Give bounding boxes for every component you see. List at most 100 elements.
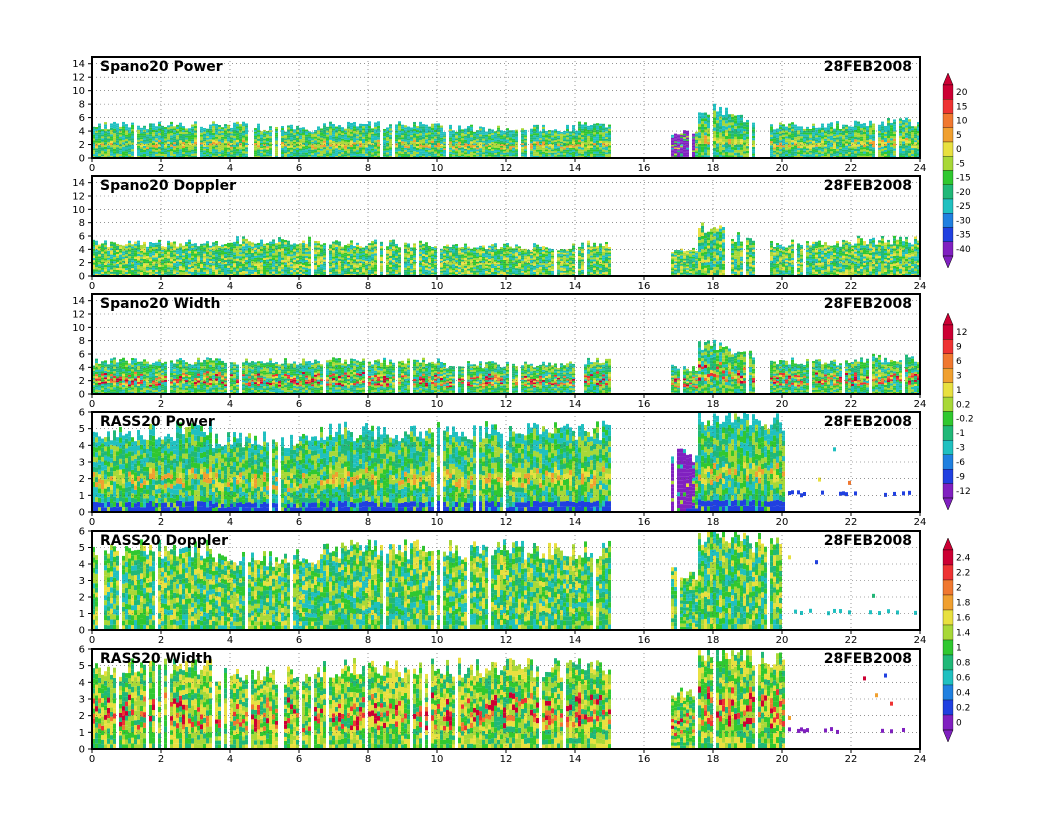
heatmap-cell [401, 130, 404, 134]
heatmap-cell [296, 125, 299, 128]
heatmap-cell [695, 139, 698, 142]
heatmap-cell [113, 148, 116, 152]
heatmap-cell [587, 145, 590, 148]
heatmap-cell [182, 142, 185, 145]
heatmap-cell [224, 244, 227, 247]
heatmap-cell [386, 150, 389, 153]
heatmap-cell [251, 248, 254, 251]
y-tick-label: 10 [72, 86, 85, 97]
heatmap-cell [311, 146, 314, 149]
heatmap-cell [479, 132, 482, 135]
heatmap-cell [230, 246, 233, 250]
heatmap-cell [200, 267, 203, 270]
heatmap-cell [233, 252, 236, 255]
heatmap-cell [545, 152, 548, 155]
heatmap-cell [149, 138, 152, 141]
heatmap-cell [752, 122, 755, 125]
heatmap-cell [398, 139, 401, 142]
heatmap-cell [470, 137, 473, 140]
heatmap-cell [137, 151, 140, 154]
heatmap-cell [488, 128, 491, 131]
heatmap-cell [455, 154, 458, 157]
heatmap-cell [191, 153, 194, 156]
heatmap-cell [587, 141, 590, 144]
heatmap-cell [233, 271, 236, 274]
heatmap-cell [122, 253, 125, 256]
heatmap-cell [362, 123, 365, 127]
heatmap-cell [194, 123, 197, 126]
heatmap-cell [242, 142, 245, 145]
heatmap-cell [230, 257, 233, 260]
heatmap-cell [233, 263, 236, 266]
heatmap-cell [917, 131, 920, 134]
heatmap-cell [224, 268, 227, 271]
heatmap-cell [116, 261, 119, 264]
heatmap-cell [131, 250, 134, 253]
heatmap-cell [158, 139, 161, 143]
heatmap-cell [431, 149, 434, 152]
heatmap-cell [221, 246, 224, 249]
heatmap-cell [365, 124, 368, 127]
heatmap-cell [716, 117, 719, 121]
heatmap-cell [566, 133, 569, 136]
heatmap-cell [377, 123, 380, 126]
heatmap-cell [149, 248, 152, 251]
heatmap-cell [872, 142, 875, 146]
heatmap-cell [353, 149, 356, 152]
heatmap-cell [533, 151, 536, 154]
heatmap-cell [455, 135, 458, 137]
heatmap-cell [197, 272, 200, 275]
heatmap-cell [605, 140, 608, 143]
heatmap-cell [314, 137, 317, 139]
heatmap-cell [869, 132, 872, 135]
heatmap-cell [122, 151, 125, 154]
heatmap-cell [485, 131, 488, 134]
heatmap-cell [746, 131, 749, 135]
heatmap-cell [914, 144, 917, 147]
heatmap-cell [506, 128, 509, 131]
heatmap-cell [737, 131, 740, 134]
heatmap-cell [884, 133, 887, 136]
heatmap-cell [416, 154, 419, 157]
heatmap-cell [335, 130, 338, 133]
heatmap-cell [227, 255, 230, 258]
heatmap-cell [551, 133, 554, 136]
heatmap-cell [185, 263, 188, 266]
heatmap-cell [125, 266, 128, 269]
heatmap-cell [686, 151, 689, 153]
heatmap-cell [557, 151, 560, 153]
heatmap-cell [326, 126, 329, 129]
heatmap-cell [713, 103, 716, 108]
heatmap-cell [884, 139, 887, 142]
heatmap-cell [113, 263, 116, 266]
heatmap-cell [413, 144, 416, 147]
heatmap-cell [236, 248, 239, 252]
heatmap-cell [266, 267, 269, 270]
heatmap-cell [290, 137, 293, 140]
heatmap-cell [785, 134, 788, 137]
heatmap-cell [290, 143, 293, 146]
heatmap-cell [368, 123, 371, 126]
heatmap-cell [713, 130, 716, 135]
heatmap-cell [686, 134, 689, 136]
heatmap-cell [230, 129, 233, 132]
heatmap-cell [92, 132, 95, 135]
heatmap-cell [269, 126, 272, 129]
heatmap-cell [599, 132, 602, 135]
heatmap-cell [140, 135, 143, 138]
heatmap-cell [365, 155, 368, 158]
heatmap-cell [215, 269, 218, 272]
heatmap-cell [461, 152, 464, 155]
heatmap-cell [242, 273, 245, 276]
heatmap-cell [155, 140, 158, 143]
heatmap-cell [218, 260, 221, 263]
heatmap-cell [599, 125, 602, 129]
heatmap-cell [866, 142, 869, 145]
heatmap-cell [158, 137, 161, 140]
heatmap-cell [368, 128, 371, 131]
heatmap-cell [131, 246, 134, 249]
heatmap-cell [491, 129, 494, 132]
heatmap-cell [542, 135, 545, 138]
heatmap-cell [788, 130, 791, 133]
heatmap-cell [221, 144, 224, 147]
